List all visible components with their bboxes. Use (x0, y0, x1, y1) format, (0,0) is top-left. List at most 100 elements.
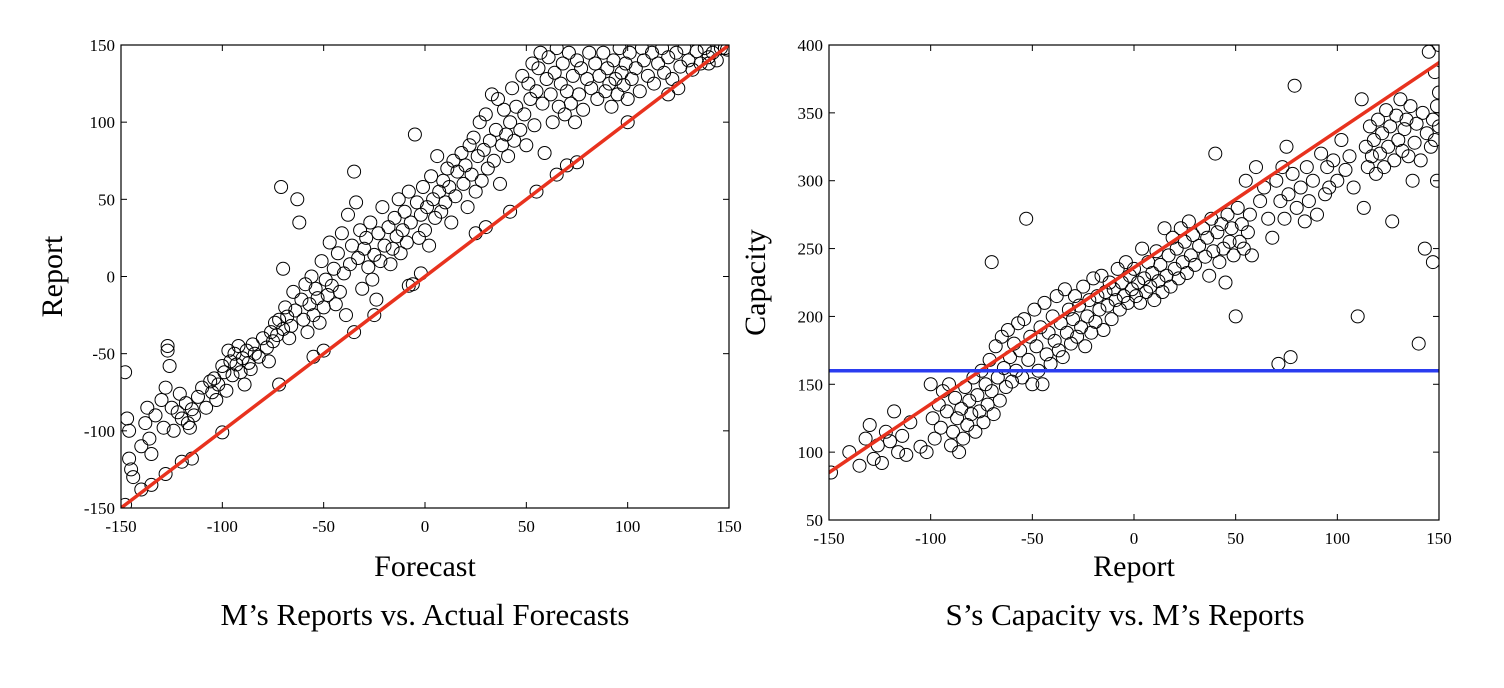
data-point (432, 184, 447, 199)
data-point (1153, 257, 1168, 272)
data-point (895, 428, 910, 443)
data-point (1285, 166, 1300, 181)
data-point (1179, 266, 1194, 280)
data-point (505, 81, 520, 96)
x-tick-label: 150 (716, 517, 742, 536)
data-point (357, 241, 372, 256)
data-point (503, 204, 518, 219)
data-point (454, 146, 469, 160)
data-point (1403, 99, 1418, 114)
data-point (862, 418, 877, 432)
data-point (620, 115, 635, 130)
data-point (669, 45, 684, 60)
data-point (446, 153, 461, 168)
data-point (121, 497, 133, 508)
data-point (1265, 230, 1280, 245)
y-tick-label: 250 (798, 240, 824, 259)
data-point (172, 386, 187, 401)
x-tick-label: 0 (1130, 529, 1139, 548)
data-point (1092, 302, 1107, 317)
data-point (347, 164, 362, 179)
data-point (316, 300, 331, 315)
data-point (1183, 248, 1198, 263)
data-point (829, 465, 838, 480)
data-point (1076, 279, 1091, 294)
data-point (501, 149, 516, 164)
data-point (1415, 105, 1430, 120)
data-point (590, 92, 605, 106)
data-point (944, 438, 958, 453)
data-point (341, 207, 355, 222)
data-point (245, 337, 260, 352)
data-point (1411, 336, 1426, 351)
data-point (377, 238, 392, 253)
data-point (598, 84, 613, 99)
data-point (632, 84, 647, 99)
reference-lines (121, 45, 729, 508)
data-point (187, 408, 201, 423)
data-point (513, 122, 528, 137)
data-point (160, 339, 175, 353)
data-point (401, 184, 416, 199)
data-point (1350, 309, 1365, 324)
data-point (1027, 302, 1042, 317)
data-point (1389, 108, 1404, 123)
data-point (1293, 180, 1308, 195)
data-point (381, 220, 396, 235)
data-point (1155, 285, 1170, 299)
data-point (351, 251, 366, 265)
data-point (604, 99, 619, 114)
data-point (570, 53, 584, 68)
data-point (1301, 194, 1316, 209)
data-point (1181, 214, 1196, 229)
data-point (1305, 173, 1320, 188)
data-point (1051, 343, 1066, 358)
data-point (964, 407, 979, 422)
data-point (1080, 309, 1095, 324)
data-point (519, 138, 534, 153)
data-point (158, 467, 173, 481)
data-point (251, 349, 266, 364)
data-point (1210, 225, 1225, 240)
data-point (166, 423, 181, 438)
y-tick-label: -150 (84, 499, 115, 518)
data-point (1334, 133, 1349, 147)
data-point (292, 215, 307, 230)
data-point (634, 45, 649, 56)
data-point (529, 84, 544, 99)
data-point (1212, 255, 1227, 270)
data-point (1281, 187, 1296, 202)
data-point (1019, 211, 1034, 226)
data-point (1086, 271, 1101, 286)
data-point (574, 61, 589, 76)
data-point (1161, 248, 1176, 263)
data-point (418, 223, 432, 238)
data-point (1240, 225, 1255, 240)
x-tick-label: -100 (915, 529, 946, 548)
data-point (322, 235, 337, 250)
data-point (328, 297, 343, 312)
data-point (555, 56, 570, 71)
data-point (565, 68, 580, 83)
data-point (1269, 173, 1284, 188)
data-point (1299, 160, 1314, 175)
data-point (243, 362, 258, 377)
data-point (923, 377, 938, 392)
data-point (359, 230, 374, 245)
data-point (661, 50, 676, 65)
data-point (332, 284, 347, 299)
data-point (304, 269, 319, 284)
data-point (1230, 200, 1245, 215)
data-point (272, 312, 287, 327)
data-point (576, 102, 591, 117)
data-point (121, 411, 135, 426)
data-point (584, 81, 599, 96)
data-point (1143, 279, 1158, 294)
data-point (282, 331, 297, 346)
data-point (1432, 85, 1439, 100)
data-point (1061, 302, 1076, 317)
data-point (397, 204, 412, 219)
data-point (486, 153, 501, 168)
data-point (980, 397, 995, 412)
data-point (628, 61, 643, 76)
